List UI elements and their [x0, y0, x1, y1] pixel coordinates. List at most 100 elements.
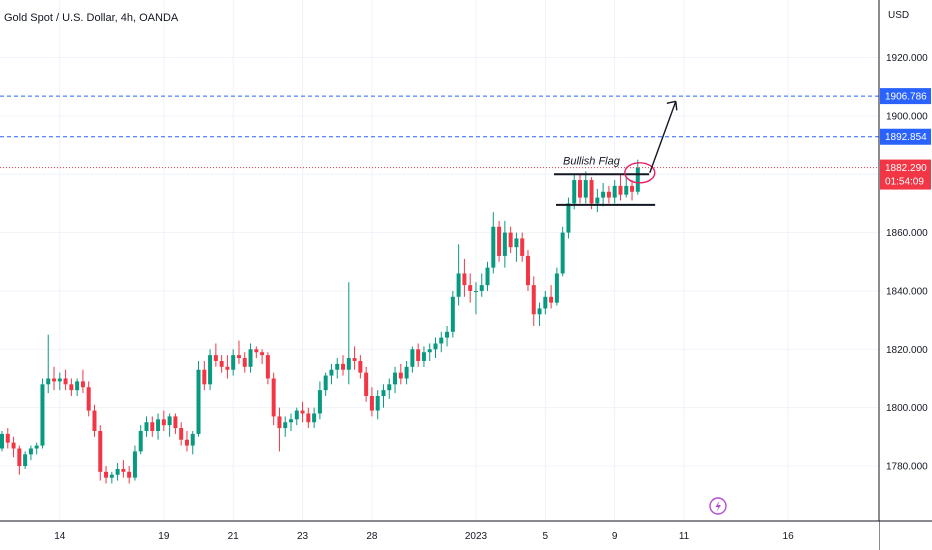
candle [219, 355, 224, 373]
level-price-tag [880, 128, 931, 145]
candle [294, 407, 299, 426]
candle [46, 334, 51, 394]
candle [17, 445, 22, 475]
candle-body [306, 413, 311, 423]
candle [531, 276, 536, 326]
target-arrowhead[interactable] [666, 100, 678, 111]
candle [329, 363, 334, 385]
candles [0, 159, 640, 484]
candle-body [410, 349, 415, 367]
bullish-flag-drawing[interactable]: Bullish Flag [553, 100, 678, 206]
candle [491, 212, 496, 274]
plot-area[interactable]: Bullish Flag [0, 0, 879, 521]
candle-body [387, 384, 392, 391]
candle [537, 302, 542, 326]
candle-body [341, 363, 346, 370]
candle-body [236, 355, 241, 359]
currency-label[interactable]: USD [888, 10, 909, 21]
candle [213, 343, 218, 367]
candle [306, 407, 311, 429]
candle-body [300, 410, 305, 414]
candle [612, 180, 617, 204]
candle [231, 349, 236, 376]
time-tick-label: 16 [783, 531, 795, 542]
candle-body [254, 349, 259, 353]
candle [312, 407, 317, 429]
candle [346, 282, 351, 385]
candle-body [439, 337, 444, 344]
candle-body [485, 267, 490, 286]
time-tick-label: 2023 [465, 531, 488, 542]
candle-body [260, 352, 265, 356]
candle [63, 369, 68, 391]
candle [104, 466, 109, 484]
candle-body [57, 378, 62, 382]
candle-body [75, 381, 80, 391]
candle [225, 355, 230, 379]
candle [543, 290, 548, 315]
time-tick-label: 5 [543, 531, 549, 542]
time-axis[interactable]: 14 19 21 23 28 2023 5 9 11 16 [0, 520, 932, 550]
price-tick-label: 1920.000 [886, 53, 928, 64]
candle [421, 346, 426, 367]
candle-body [531, 285, 536, 315]
candle-body [98, 430, 103, 472]
time-tick-label: 28 [366, 531, 378, 542]
candle [323, 372, 328, 396]
candle [109, 471, 114, 484]
candle [630, 180, 635, 201]
candle-body [231, 355, 236, 370]
candle-body [537, 308, 542, 315]
candle-body [635, 167, 640, 192]
candle-body [450, 296, 455, 332]
lightning-icon[interactable] [709, 497, 727, 515]
price-axis[interactable]: 1780.000 1800.000 1820.000 1840.000 1860.000… [878, 0, 932, 550]
level-price-tag [880, 88, 931, 105]
candle-body [427, 349, 432, 353]
time-tick-label: 14 [54, 531, 66, 542]
candle-body [421, 352, 426, 361]
candle-body [202, 369, 207, 385]
candle [560, 226, 565, 277]
candle-body [63, 378, 68, 385]
candle-body [312, 413, 317, 423]
candle [144, 416, 149, 437]
candle-body [364, 372, 369, 396]
candle-body [479, 285, 484, 291]
target-arrow-line[interactable] [649, 101, 677, 174]
candle [485, 261, 490, 291]
candle [369, 387, 374, 417]
candle-body [115, 468, 120, 475]
candle-body [572, 180, 577, 204]
breakout-circle[interactable] [624, 162, 656, 184]
candle [69, 378, 74, 396]
candle-body [398, 372, 403, 379]
candle-body [525, 255, 530, 286]
candle-body [34, 445, 39, 449]
candle-body [271, 378, 276, 417]
candle-body [121, 468, 126, 472]
flag-annotation-label[interactable]: Bullish Flag [563, 155, 621, 167]
candle [242, 352, 247, 373]
candle [57, 372, 62, 391]
candle-body [86, 387, 91, 411]
candle [115, 463, 120, 481]
candle [167, 413, 172, 437]
candle [173, 413, 178, 434]
candle-body [179, 428, 184, 440]
candle-body [554, 273, 559, 303]
candle-body [433, 343, 438, 350]
candle [271, 372, 276, 426]
candle [236, 340, 241, 364]
candle [387, 378, 392, 399]
candle-body [294, 410, 299, 420]
candle-body [462, 273, 467, 286]
candle-body [23, 454, 28, 466]
candle [606, 185, 611, 204]
candle [132, 445, 137, 481]
candle-body [156, 419, 161, 431]
candle [80, 369, 85, 394]
price-tick-label: 1780.000 [886, 462, 928, 473]
candle-body [566, 203, 571, 233]
